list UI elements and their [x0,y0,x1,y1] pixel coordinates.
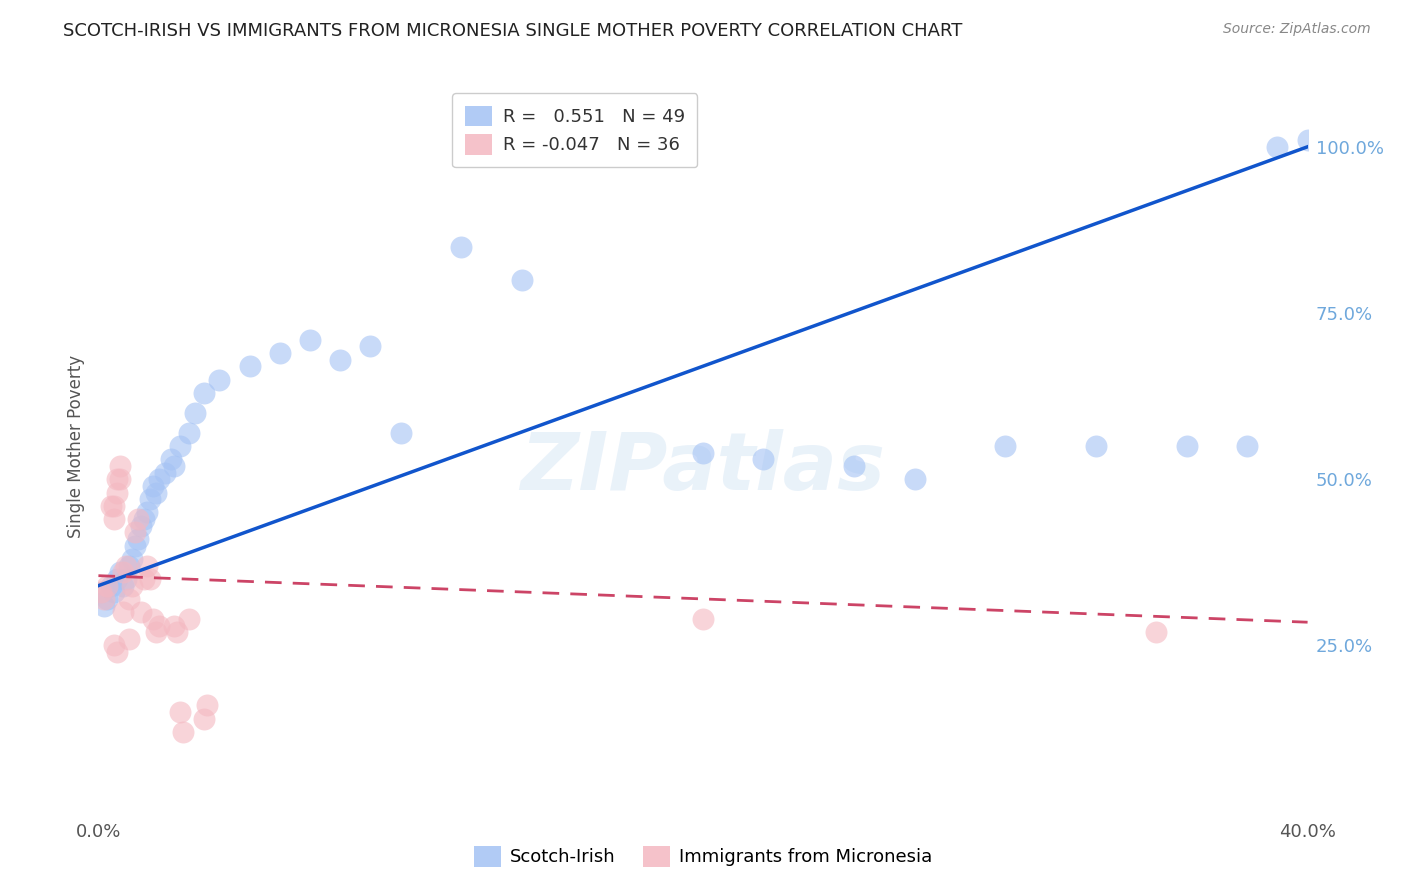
Point [299,333,322,347]
Point [1085,439,1108,453]
Point [153,466,176,480]
Point [108,458,131,473]
Point [1236,439,1258,453]
Point [121,579,143,593]
Point [602,133,624,147]
Point [132,512,155,526]
Point [139,492,162,507]
Point [142,612,165,626]
Point [1296,133,1319,147]
Point [208,372,231,386]
Text: SCOTCH-IRISH VS IMMIGRANTS FROM MICRONESIA SINGLE MOTHER POVERTY CORRELATION CHA: SCOTCH-IRISH VS IMMIGRANTS FROM MICRONES… [63,22,963,40]
Point [631,140,654,154]
Point [135,558,157,573]
Point [160,452,183,467]
Point [105,572,128,586]
Point [195,698,218,713]
Point [844,458,866,473]
Point [1144,625,1167,640]
Point [450,239,472,253]
Point [103,512,125,526]
Point [111,579,134,593]
Legend: Scotch-Irish, Immigrants from Micronesia: Scotch-Irish, Immigrants from Micronesia [467,838,939,874]
Point [103,499,125,513]
Point [172,725,194,739]
Point [111,605,134,619]
Point [1175,439,1198,453]
Point [118,591,141,606]
Point [184,406,207,420]
Point [105,472,128,486]
Point [179,425,201,440]
Point [148,472,170,486]
Point [163,458,186,473]
Point [752,452,775,467]
Point [135,506,157,520]
Point [105,645,128,659]
Point [692,445,714,459]
Point [108,566,131,580]
Point [105,485,128,500]
Point [163,618,186,632]
Point [90,585,112,599]
Point [169,705,191,719]
Point [96,579,118,593]
Point [103,639,125,653]
Point [129,605,152,619]
Point [360,339,382,353]
Point [148,618,170,632]
Point [142,479,165,493]
Point [389,425,412,440]
Point [108,472,131,486]
Y-axis label: Single Mother Poverty: Single Mother Poverty [66,354,84,538]
Point [994,439,1017,453]
Point [93,591,115,606]
Point [193,385,215,400]
Point [127,512,149,526]
Point [100,579,122,593]
Point [121,552,143,566]
Point [129,518,152,533]
Text: ZIPatlas: ZIPatlas [520,429,886,507]
Point [571,140,593,154]
Point [93,599,115,613]
Point [111,566,134,580]
Point [193,712,215,726]
Text: Source: ZipAtlas.com: Source: ZipAtlas.com [1223,22,1371,37]
Point [127,532,149,546]
Legend: R =   0.551   N = 49, R = -0.047   N = 36: R = 0.551 N = 49, R = -0.047 N = 36 [453,93,697,167]
Point [269,346,291,360]
Point [179,612,201,626]
Point [145,485,167,500]
Point [96,591,118,606]
Point [166,625,188,640]
Point [329,352,352,367]
Point [118,558,141,573]
Point [118,632,141,646]
Point [114,572,136,586]
Point [124,539,146,553]
Point [103,585,125,599]
Point [692,612,714,626]
Point [510,273,533,287]
Point [114,558,136,573]
Point [145,625,167,640]
Point [239,359,262,374]
Point [1267,140,1289,154]
Point [100,499,122,513]
Point [169,439,191,453]
Point [139,572,162,586]
Point [124,525,146,540]
Point [904,472,927,486]
Point [132,572,155,586]
Point [90,585,112,599]
